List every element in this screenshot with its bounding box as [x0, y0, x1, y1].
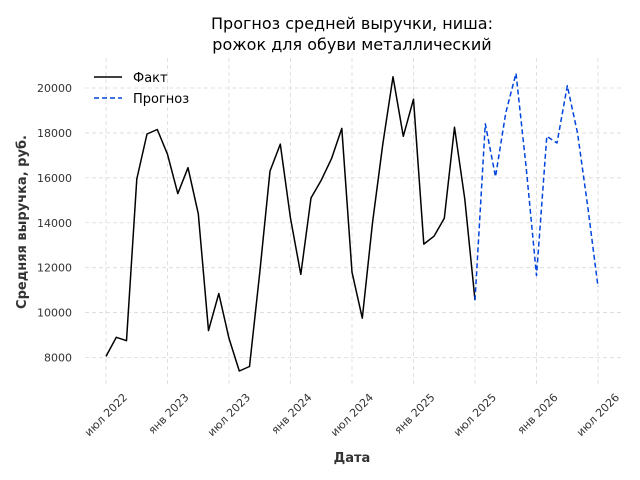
x-axis-label: Дата: [334, 451, 371, 466]
series-lines: [105, 72, 599, 372]
x-tick-label: янв 2023: [146, 391, 192, 437]
y-tick-label: 16000: [37, 172, 72, 185]
y-tick-label: 10000: [37, 307, 72, 320]
y-tick-label: 12000: [37, 262, 72, 275]
x-tick-label: июл 2023: [205, 391, 253, 439]
x-tick-label: июл 2026: [574, 391, 622, 439]
series-line-fact: [105, 76, 476, 372]
legend-label-fact: Факт: [133, 71, 168, 86]
y-axis-ticks: 8000 10000 12000 14000 16000 18000 20000: [37, 82, 72, 365]
x-axis-ticks: июл 2022 янв 2023 июл 2023 янв 2024 июл 2024…: [82, 391, 622, 439]
chart-title-line1: Прогноз средней выручки, ниша:: [211, 14, 493, 33]
legend-label-forecast: Прогноз: [133, 92, 189, 107]
y-axis-label: Средняя выручка, руб.: [15, 135, 30, 309]
legend: Факт Прогноз: [94, 71, 189, 107]
x-tick-label: янв 2026: [515, 391, 561, 437]
x-tick-label: янв 2024: [269, 391, 315, 437]
x-tick-label: июл 2022: [82, 391, 130, 439]
y-tick-label: 18000: [37, 127, 72, 140]
series-line-forecast: [474, 72, 599, 301]
x-tick-label: июл 2024: [328, 391, 376, 439]
y-tick-label: 20000: [37, 82, 72, 95]
chart-title-line2: рожок для обуви металлический: [212, 35, 491, 54]
x-tick-label: янв 2025: [392, 391, 438, 437]
x-tick-label: июл 2025: [451, 391, 499, 439]
y-tick-label: 8000: [44, 352, 72, 365]
y-tick-label: 14000: [37, 217, 72, 230]
grid: [85, 58, 622, 386]
